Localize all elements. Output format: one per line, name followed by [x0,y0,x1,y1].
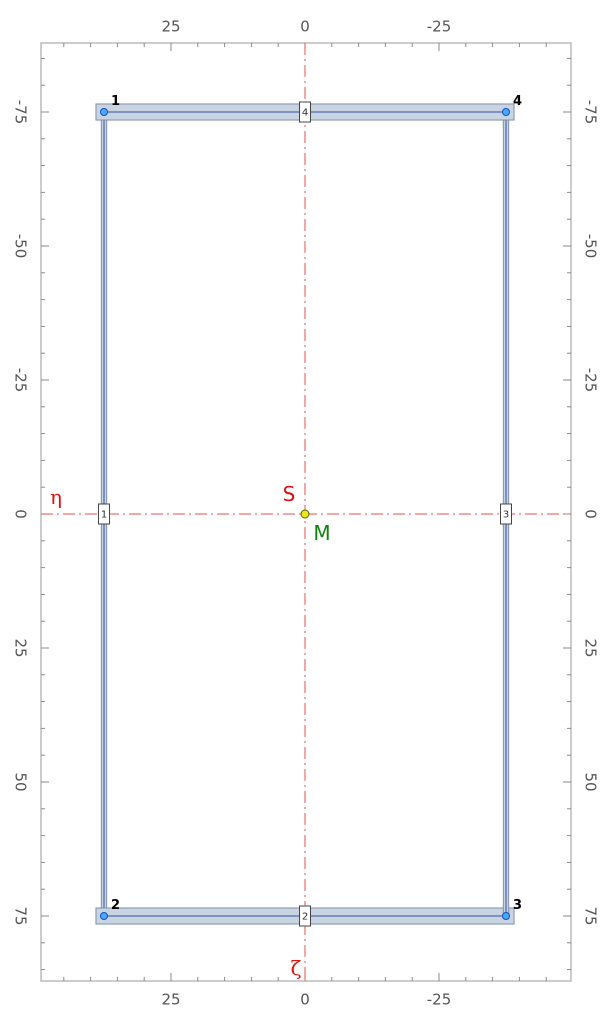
right-tick-label: 0 [582,509,600,519]
eta-axis-label: η [50,485,62,509]
bottom-tick-label: 0 [300,991,310,1009]
right-tick-label: -50 [582,234,600,259]
element-2-label-box [299,905,311,927]
right-tick-label: 75 [582,906,600,925]
left-tick-label: -75 [12,100,30,125]
section-points: SM [283,482,331,545]
node-4-label: 4 [513,94,522,109]
left-tick-label: -50 [12,234,30,259]
left-tick-label: 0 [12,509,30,519]
centroid-marker [300,509,310,519]
node-1-label: 1 [111,94,120,109]
section-nodes: 1 2 3 4 [100,94,522,920]
node-1-marker [100,108,108,116]
element-3-label: 3 [503,510,509,521]
shear-center-label: M [313,521,330,545]
top-tick-label: 25 [161,18,180,36]
right-tick-label: -25 [582,368,600,393]
element-2-label: 2 [302,912,308,923]
top-tick-label: -25 [427,18,452,36]
element-1-label-box [98,503,110,525]
element-4-label-box [299,101,311,123]
left-tick-label: 25 [12,638,30,657]
element-3-label-box [500,503,512,525]
right-tick-label: 25 [582,638,600,657]
node-2-marker [100,912,108,920]
left-tick-label: 50 [12,772,30,791]
left-tick-label: 75 [12,906,30,925]
element-4-label: 4 [302,108,308,119]
bottom-tick-label: -25 [427,991,452,1009]
node-3-label: 3 [513,898,522,913]
node-3-marker [502,912,510,920]
node-2-label: 2 [111,898,120,913]
element-1-label: 1 [101,510,107,521]
left-tick-label: -25 [12,368,30,393]
section-elements: 1 2 3 4 [95,101,515,927]
right-tick-label: -75 [582,100,600,125]
zeta-axis-label: ζ [291,956,302,980]
right-tick-label: 50 [582,772,600,791]
node-4-marker [502,108,510,116]
centroid-label: S [283,482,296,506]
bottom-tick-label: 25 [161,991,180,1009]
top-tick-label: 0 [300,18,310,36]
